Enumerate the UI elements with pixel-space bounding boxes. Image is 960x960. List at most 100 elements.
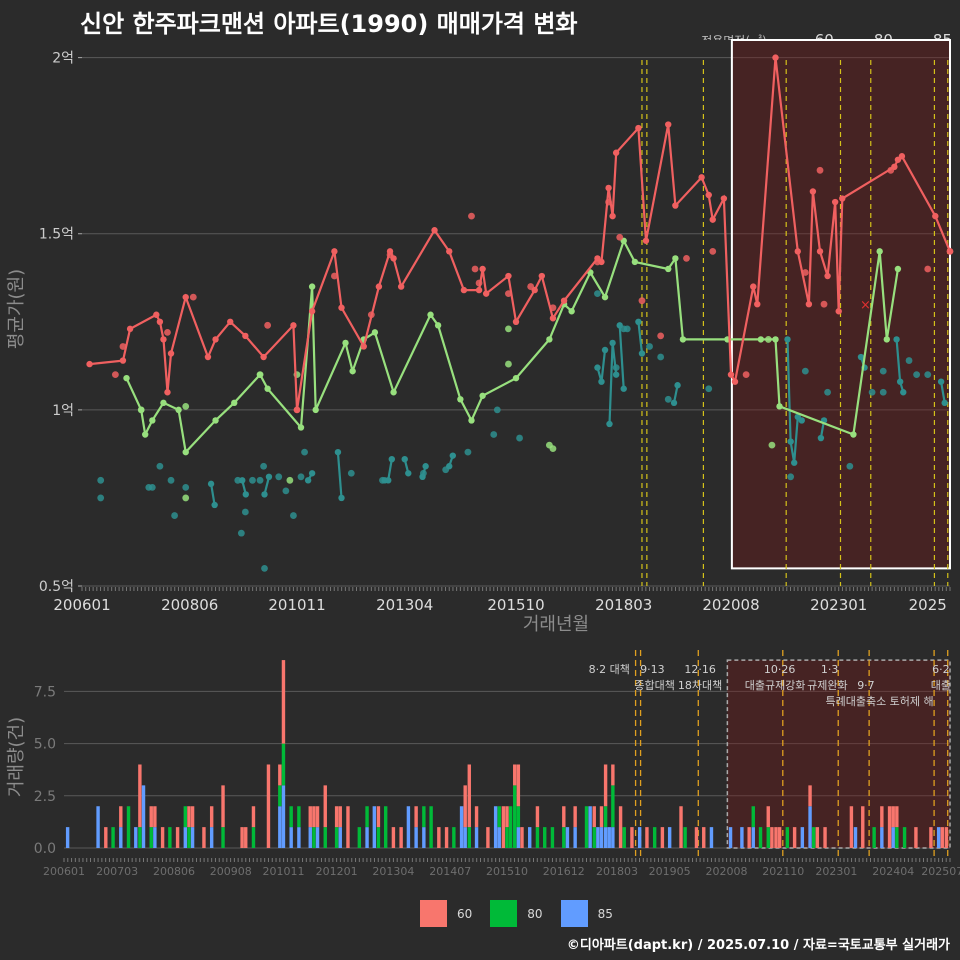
price-line-point-80 bbox=[776, 403, 783, 410]
price-line-point-80 bbox=[757, 336, 765, 343]
volume-y-tick-label: 7.5 bbox=[34, 684, 56, 700]
price-line-point-85 bbox=[754, 300, 761, 308]
volume-bar-60 bbox=[630, 827, 634, 848]
volume-bar-85 bbox=[289, 827, 293, 848]
price-point-60 bbox=[705, 385, 713, 393]
price-point-60 bbox=[787, 473, 795, 481]
price-line-point-85 bbox=[212, 336, 219, 343]
price-line-point-85 bbox=[609, 212, 616, 220]
price-line-point-80 bbox=[256, 371, 264, 378]
volume-bar-80 bbox=[251, 827, 256, 848]
price-line-point-60 bbox=[787, 438, 794, 445]
bar-legend-item-80: 80 bbox=[490, 900, 543, 927]
volume-bar-85 bbox=[599, 827, 604, 848]
price-point-60 bbox=[879, 388, 887, 396]
price-line-point-60 bbox=[598, 378, 605, 385]
policy-annotation: 9·7 bbox=[857, 679, 875, 692]
price-line-point-60 bbox=[798, 417, 805, 424]
price-line-point-85 bbox=[390, 255, 397, 262]
price-line-point-85 bbox=[160, 336, 167, 343]
price-line-point-85 bbox=[805, 300, 813, 308]
policy-annotation: 6·2 bbox=[932, 663, 950, 676]
price-point-85 bbox=[471, 265, 479, 273]
volume-bar-60 bbox=[437, 827, 441, 848]
volume-bar-85 bbox=[414, 827, 418, 848]
price-line-point-80 bbox=[371, 329, 379, 336]
volume-bar-60 bbox=[190, 806, 195, 828]
price-x-tick-label: 202301 bbox=[810, 596, 867, 614]
volume-bar-80 bbox=[785, 827, 790, 848]
price-point-60 bbox=[623, 325, 631, 333]
price-point-60 bbox=[347, 469, 355, 477]
volume-x-tick-label: 201612 bbox=[543, 865, 585, 878]
chart-title: 신안 한주파크맨션 아파트(1990) 매매가격 변화 bbox=[80, 10, 578, 38]
volume-bar-60 bbox=[278, 764, 282, 786]
price-line-point-60 bbox=[422, 463, 429, 470]
volume-bar-80 bbox=[221, 827, 225, 848]
price-point-60 bbox=[594, 290, 601, 298]
volume-bar-80 bbox=[902, 827, 907, 848]
price-point-60 bbox=[156, 462, 164, 470]
price-point-60 bbox=[290, 512, 297, 519]
volume-bar-60 bbox=[240, 827, 244, 848]
price-line-point-80 bbox=[297, 424, 305, 431]
volume-bar-60 bbox=[573, 806, 577, 828]
volume-bar-60 bbox=[660, 827, 665, 848]
volume-bar-60 bbox=[815, 827, 820, 848]
volume-bar-60 bbox=[308, 806, 312, 828]
price-line-point-60 bbox=[674, 382, 681, 389]
volume-bar-85 bbox=[119, 827, 123, 848]
price-y-tick-label: 1억 bbox=[52, 403, 74, 419]
price-point-60 bbox=[868, 388, 876, 396]
price-line-point-80 bbox=[883, 336, 890, 343]
volume-bar-80 bbox=[497, 806, 501, 828]
volume-bar-60 bbox=[599, 806, 604, 828]
price-line-point-85 bbox=[598, 258, 605, 266]
volume-bar-85 bbox=[853, 827, 858, 848]
policy-annotation: 규제완화 bbox=[807, 679, 847, 692]
volume-bar-85 bbox=[338, 827, 342, 848]
price-line-chart: 0.5억 1억 1.5억 2억 200601 200806 201011 201304 2015… bbox=[39, 39, 954, 635]
volume-bar-60 bbox=[153, 806, 157, 828]
volume-bar-80 bbox=[422, 806, 426, 828]
price-line-point-80 bbox=[772, 336, 779, 343]
volume-bar-85 bbox=[637, 827, 642, 848]
price-line-point-85 bbox=[386, 248, 394, 255]
volume-bar-60 bbox=[645, 827, 649, 848]
price-line-point-85 bbox=[898, 153, 906, 160]
price-plot-area bbox=[82, 40, 950, 586]
volume-bar-85 bbox=[209, 827, 214, 848]
price-line-point-80 bbox=[264, 385, 271, 392]
price-line-point-85 bbox=[750, 283, 757, 290]
volume-bar-85 bbox=[422, 827, 426, 848]
volume-bar-85 bbox=[141, 785, 146, 848]
price-line-point-60 bbox=[239, 477, 246, 484]
price-point-60 bbox=[237, 529, 245, 537]
bar-legend-item-85: 85 bbox=[560, 900, 613, 927]
price-point-85 bbox=[189, 293, 197, 301]
volume-bar-85 bbox=[751, 827, 755, 848]
volume-bar-85 bbox=[278, 806, 282, 848]
price-line-point-85 bbox=[831, 198, 839, 206]
price-line-point-85 bbox=[446, 248, 453, 255]
volume-bar-85 bbox=[308, 827, 312, 848]
bar-legend-swatch-60 bbox=[420, 900, 447, 927]
price-point-80 bbox=[286, 476, 294, 484]
volume-bar-85 bbox=[709, 827, 714, 848]
price-y-tick-label: 2억 bbox=[52, 51, 74, 67]
volume-bar-80 bbox=[111, 827, 115, 848]
price-line-point-60 bbox=[594, 364, 601, 371]
price-line-point-85 bbox=[331, 248, 338, 255]
price-point-60 bbox=[234, 476, 242, 484]
price-line-point-85 bbox=[560, 297, 568, 304]
volume-y-tick-label: 0.0 bbox=[34, 841, 56, 857]
volume-bar-85 bbox=[497, 827, 501, 848]
volume-bar-85 bbox=[936, 827, 941, 848]
bar-legend-label-85: 85 bbox=[597, 906, 613, 921]
price-line-point-85 bbox=[835, 308, 842, 315]
price-line-point-80 bbox=[175, 406, 182, 414]
volume-bar-85 bbox=[65, 827, 70, 848]
price-line-point-80 bbox=[342, 339, 349, 347]
price-line-point-60 bbox=[620, 385, 627, 392]
volume-bar-60 bbox=[104, 827, 108, 848]
